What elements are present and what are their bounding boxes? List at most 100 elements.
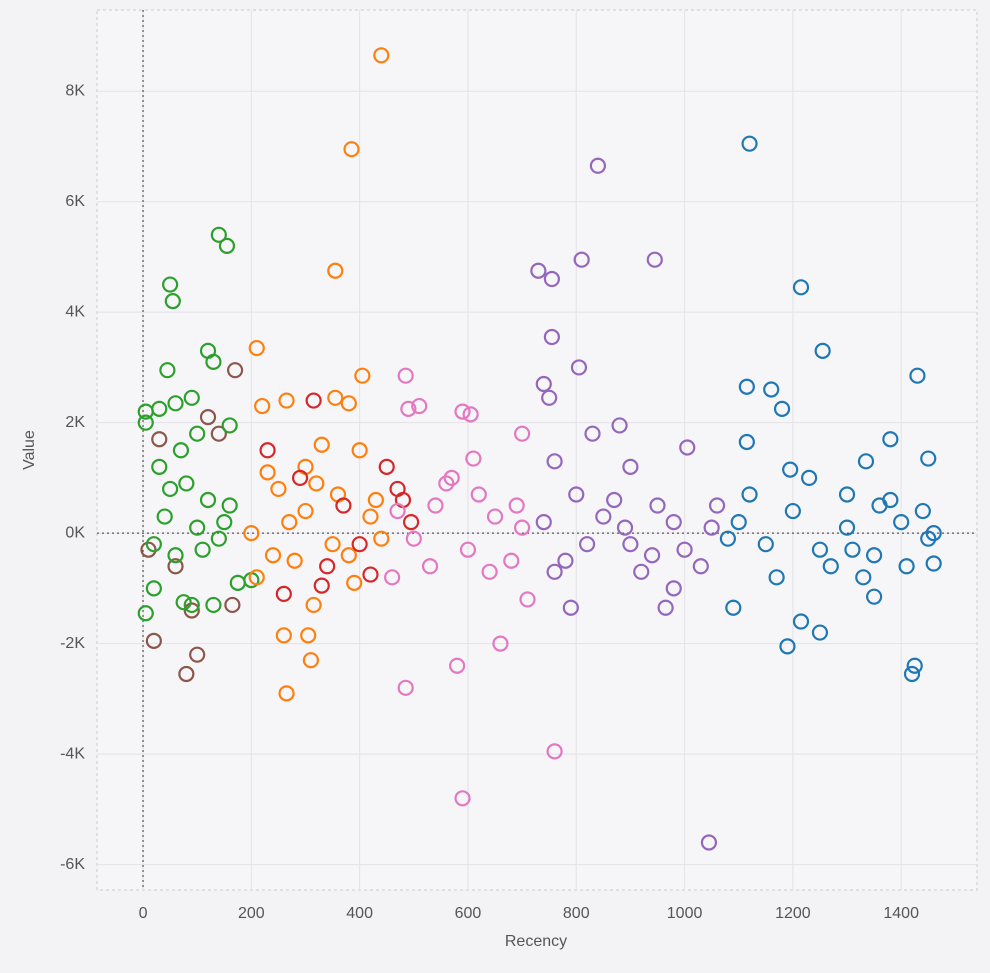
point xyxy=(270,480,287,498)
point xyxy=(275,585,292,603)
point xyxy=(343,141,360,158)
point xyxy=(145,632,162,649)
point xyxy=(205,596,222,614)
point xyxy=(725,599,742,616)
point xyxy=(692,558,709,575)
y-tick-label: 2K xyxy=(65,414,85,431)
point xyxy=(421,558,439,575)
point xyxy=(397,679,414,696)
point xyxy=(606,491,623,509)
x-tick-label: 600 xyxy=(455,905,482,922)
point xyxy=(243,525,260,542)
point xyxy=(454,790,471,807)
point xyxy=(784,502,801,520)
x-tick-label: 1400 xyxy=(883,905,919,922)
point xyxy=(454,403,471,420)
point xyxy=(741,135,758,152)
point xyxy=(281,513,298,531)
y-tick-label: 6K xyxy=(65,193,85,210)
y-axis-label: Value xyxy=(21,430,38,470)
point xyxy=(459,541,477,558)
point xyxy=(838,519,856,536)
point xyxy=(838,486,856,503)
x-tick-label: 200 xyxy=(238,905,265,922)
point xyxy=(427,497,444,514)
point xyxy=(397,367,414,384)
x-tick-label: 400 xyxy=(346,905,373,922)
point xyxy=(162,276,179,293)
point xyxy=(546,743,563,760)
point xyxy=(300,627,317,644)
point xyxy=(535,513,552,531)
point xyxy=(297,502,314,520)
point xyxy=(302,652,320,669)
point xyxy=(543,270,560,288)
x-tick-label: 1000 xyxy=(667,905,703,922)
x-tick-label: 800 xyxy=(563,905,590,922)
point xyxy=(151,458,168,475)
point xyxy=(700,834,718,851)
point xyxy=(178,665,195,683)
point xyxy=(327,262,344,279)
point xyxy=(402,513,420,531)
point xyxy=(145,580,162,597)
point xyxy=(216,513,233,531)
point xyxy=(920,450,937,467)
y-tick-label: -2K xyxy=(60,635,85,652)
point xyxy=(622,536,639,553)
point xyxy=(578,536,596,553)
point xyxy=(814,342,831,359)
point xyxy=(221,497,238,514)
point xyxy=(183,389,200,406)
point xyxy=(920,530,937,547)
point xyxy=(327,389,344,406)
point xyxy=(210,530,227,547)
point xyxy=(925,555,942,572)
point xyxy=(164,293,181,310)
point xyxy=(278,392,295,409)
point xyxy=(346,574,363,591)
point xyxy=(354,367,371,384)
point xyxy=(595,508,612,525)
point xyxy=(140,541,157,558)
point xyxy=(340,547,357,564)
point xyxy=(546,563,563,580)
point xyxy=(492,635,509,652)
point xyxy=(470,486,487,503)
point xyxy=(893,513,910,531)
point xyxy=(367,491,384,509)
y-tick-label: -6K xyxy=(60,856,85,873)
point xyxy=(438,475,455,492)
point xyxy=(443,469,460,486)
point xyxy=(259,442,276,459)
point xyxy=(199,409,217,426)
point xyxy=(362,508,379,525)
point xyxy=(205,353,222,370)
point xyxy=(546,453,563,470)
point xyxy=(622,458,639,475)
point xyxy=(405,530,422,547)
point xyxy=(611,417,628,434)
point xyxy=(503,552,520,569)
point xyxy=(573,251,590,268)
point xyxy=(137,605,154,622)
point xyxy=(643,547,661,564)
y-tick-label: -4K xyxy=(60,745,85,762)
plot-area xyxy=(96,9,978,891)
point xyxy=(738,433,755,451)
point xyxy=(738,378,755,395)
point xyxy=(210,226,227,243)
point xyxy=(313,436,330,453)
point xyxy=(313,577,330,594)
point xyxy=(305,392,322,409)
point xyxy=(570,359,588,376)
point xyxy=(389,502,406,520)
point xyxy=(162,480,179,498)
point xyxy=(224,596,241,614)
point xyxy=(914,502,931,520)
point xyxy=(319,558,336,575)
point xyxy=(882,431,899,448)
point xyxy=(857,453,875,470)
point xyxy=(210,425,227,442)
point xyxy=(384,569,401,586)
